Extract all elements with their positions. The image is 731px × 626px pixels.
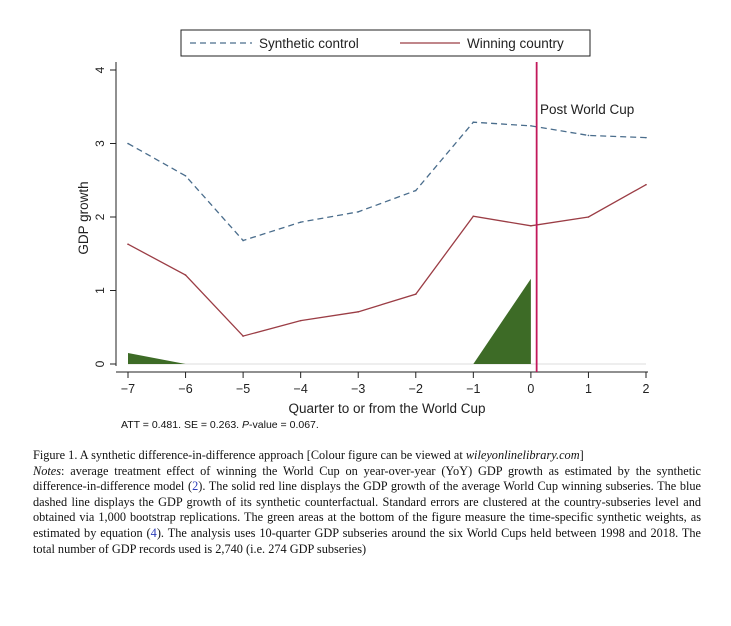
data-point — [414, 293, 417, 295]
x-tick-label: −2 — [409, 382, 423, 396]
x-tick-label: −4 — [294, 382, 308, 396]
legend-box — [180, 29, 591, 57]
caption-title: Figure 1. A synthetic difference-in-diff… — [33, 448, 701, 464]
data-point — [299, 221, 302, 223]
data-point — [242, 335, 244, 337]
equation-ref-2[interactable]: 2 — [192, 479, 199, 494]
notes-text-2: ). The solid red line displays the GDP g… — [33, 479, 702, 540]
data-point — [127, 243, 129, 245]
y-tick-label: 4 — [93, 66, 107, 73]
caption-title-end: ] — [579, 448, 584, 462]
caption-notes: Notes: average treatment effect of winni… — [33, 464, 701, 558]
data-point — [645, 136, 647, 139]
x-tick-label: −5 — [236, 382, 250, 396]
x-tick-label: 0 — [527, 382, 534, 396]
data-point — [184, 274, 187, 276]
notes-text-3: ). The analysis uses 10-quarter GDP subs… — [33, 525, 701, 556]
data-point — [472, 121, 475, 123]
y-tick-label: 0 — [93, 360, 107, 367]
equation-ref-4[interactable]: 4 — [150, 525, 157, 540]
data-point — [242, 239, 244, 242]
y-ticks: 0 1 2 3 4 — [93, 66, 116, 367]
series-line-synthetic-control — [127, 121, 647, 242]
data-point — [414, 189, 417, 192]
caption-title-text: Figure 1. A synthetic difference-in-diff… — [33, 448, 466, 462]
x-tick-label: −3 — [351, 382, 365, 396]
y-tick-label: 1 — [93, 287, 107, 294]
x-tick-label: −7 — [121, 382, 135, 396]
y-tick-label: 2 — [93, 213, 107, 220]
data-point — [587, 134, 590, 137]
data-point — [530, 125, 532, 127]
legend-label-winning: Winning country — [467, 36, 564, 51]
weight-area — [473, 278, 531, 364]
x-tick-label: −6 — [178, 382, 192, 396]
x-tick-label: 2 — [643, 382, 650, 396]
data-point — [645, 183, 647, 186]
synthetic-weights — [128, 278, 531, 364]
data-point — [184, 175, 187, 177]
y-axis-label: GDP growth — [76, 181, 91, 254]
notes-label: Notes — [33, 463, 62, 478]
p-value-text: -value = 0.067. — [249, 419, 319, 431]
att-se-text: ATT = 0.481. SE = 0.263. — [121, 419, 243, 431]
data-point — [127, 142, 129, 145]
post-world-cup-label: Post World Cup — [540, 102, 634, 117]
series — [127, 121, 647, 337]
data-point — [299, 319, 302, 322]
att-statistics: ATT = 0.481. SE = 0.263. P-value = 0.067… — [121, 419, 319, 431]
series-line-winning-country — [127, 184, 647, 337]
figure-caption: Figure 1. A synthetic difference-in-diff… — [33, 448, 701, 557]
x-axis-label: Quarter to or from the World Cup — [288, 401, 485, 416]
caption-link[interactable]: wileyonlinelibrary.com — [465, 448, 580, 462]
data-point — [472, 215, 475, 218]
data-point — [530, 225, 532, 227]
weight-area — [128, 352, 186, 364]
legend-label-synthetic: Synthetic control — [259, 36, 359, 51]
data-point — [357, 211, 360, 213]
legend: Synthetic control Winning country — [180, 29, 591, 57]
data-point — [587, 216, 590, 218]
x-tick-label: 1 — [585, 382, 592, 396]
p-letter: P — [242, 419, 250, 431]
notes-text-1: : average treatment effect of winning th… — [33, 463, 701, 494]
post-world-cup-marker: Post World Cup — [535, 62, 634, 372]
y-tick-label: 3 — [93, 140, 107, 147]
data-point — [357, 311, 360, 313]
x-tick-label: −1 — [466, 382, 480, 396]
x-ticks: −7 −6 −5 −4 −3 −2 −1 0 1 2 — [121, 372, 650, 396]
chart: Synthetic control Winning country 01234 … — [76, 29, 650, 416]
